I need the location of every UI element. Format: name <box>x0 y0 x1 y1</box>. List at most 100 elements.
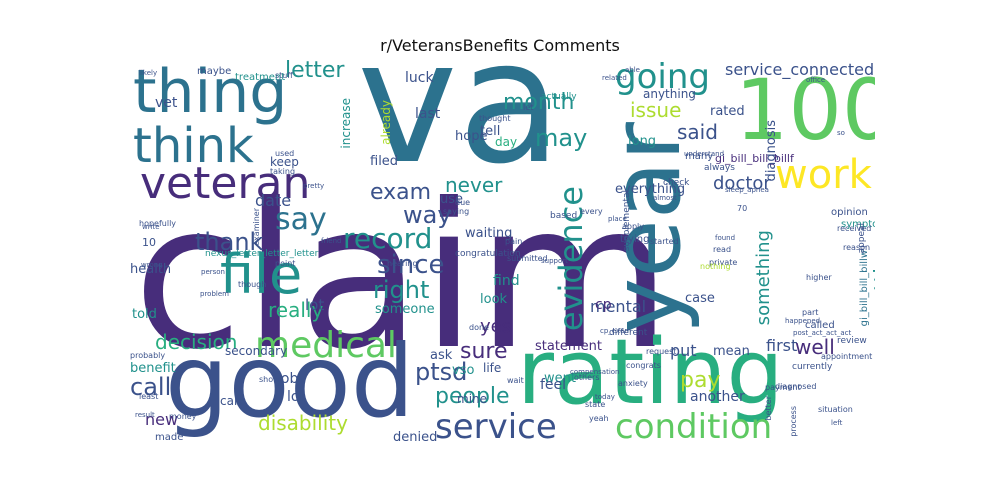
word-another: another <box>690 389 745 405</box>
word-filed: filed <box>370 154 399 169</box>
word-may: may <box>535 124 588 152</box>
word-tell: tell <box>480 124 501 139</box>
word-veteran: veteran <box>140 158 311 209</box>
word-day: day <box>495 135 518 149</box>
word-lol: lol <box>287 389 304 405</box>
word-found: found <box>715 234 736 242</box>
word-medical: medical <box>255 325 397 366</box>
word-health: health <box>130 262 172 277</box>
word-job: job <box>277 371 299 387</box>
word-care: care <box>220 394 247 408</box>
word-service: service <box>435 407 557 447</box>
word-diagnosed: diagnosed <box>775 382 817 391</box>
word-called: called <box>805 320 835 331</box>
word-mean: mean <box>713 344 750 359</box>
word-waiting: waiting <box>465 226 513 241</box>
word-left: left <box>831 419 843 427</box>
word-call: call <box>130 373 172 401</box>
word-compensation: compensation <box>570 368 620 376</box>
word-think: think <box>133 118 254 174</box>
word-condition: condition <box>615 407 773 447</box>
word-mental: mental <box>590 297 647 316</box>
word-last: last <box>415 106 441 122</box>
word-congrats: congrats <box>626 361 661 370</box>
word-thing: thing <box>133 60 288 127</box>
word-went: went <box>544 371 576 386</box>
word-vso: vso <box>452 363 475 378</box>
word-though: though <box>238 280 267 289</box>
word-private: private <box>709 258 738 267</box>
word-examiner: examiner <box>252 208 261 246</box>
word-use: use <box>440 192 464 207</box>
word-ask: ask <box>430 348 453 363</box>
word-office: office <box>806 76 826 84</box>
word-pretty: pretty <box>303 182 325 190</box>
word-understand: understand <box>684 150 725 158</box>
word-work: work <box>775 152 872 198</box>
word-treatment: treatment <box>235 72 286 83</box>
word-first: first <box>766 336 798 355</box>
word-able: able <box>625 66 640 74</box>
word-problem: problem <box>200 290 229 298</box>
word-request: request <box>646 347 677 356</box>
word-person: person <box>201 268 225 276</box>
word-nexus-letter-letter-letter: nexus_letter_letter_letter <box>205 249 319 259</box>
word-sure: sure <box>460 339 508 364</box>
word-due: due <box>455 198 471 207</box>
word-saying: saying <box>443 207 470 216</box>
word-support: support <box>541 257 568 265</box>
word-different: different <box>609 328 648 338</box>
word-reason: reason <box>843 243 871 252</box>
word-pain: pain <box>505 237 523 246</box>
word-file: file <box>220 243 303 306</box>
word-date: date <box>255 191 292 210</box>
word-hearing: hearing <box>387 259 418 268</box>
word-almost: almost <box>653 194 677 202</box>
word-way: way <box>403 201 452 229</box>
word-never: never <box>445 173 503 197</box>
word-diagnosis: diagnosis <box>764 120 779 182</box>
word-others: others <box>574 373 600 382</box>
word-write: write <box>142 223 160 231</box>
word-trying: trying <box>620 234 650 245</box>
word-least: least <box>139 392 159 401</box>
word-denied: denied <box>393 430 438 445</box>
word-100: 100 <box>735 61 875 159</box>
word-luck: luck <box>405 70 434 86</box>
word-say: say <box>275 202 327 237</box>
word-lot: lot <box>305 296 325 314</box>
word-post-act-act-act: post_act_act_act <box>793 329 852 337</box>
word-disability: disability <box>258 411 348 435</box>
word-apply: apply <box>622 222 645 231</box>
word-exam: exam <box>370 180 432 205</box>
word-someone: someone <box>375 302 435 317</box>
word-everything: everything <box>615 182 686 197</box>
word-people: people <box>435 384 510 409</box>
word-result: result <box>135 411 155 419</box>
word-gi-bill-bill-billf: gi_bill_bill_billf <box>715 152 794 165</box>
word-10: 10 <box>142 236 156 249</box>
word-increase: increase <box>339 98 353 149</box>
word-always: always <box>704 163 735 173</box>
word-wrong: wrong <box>141 261 163 269</box>
word-long: long <box>628 134 657 149</box>
word-yes: yes <box>480 316 512 337</box>
word-done: done <box>469 323 489 332</box>
word-life: life <box>483 361 502 375</box>
word-anxiety: anxiety <box>618 379 648 388</box>
word-maybe: maybe <box>197 66 232 77</box>
word-put: put <box>670 341 697 360</box>
word-symptom: symptom <box>841 219 875 230</box>
word-money: money <box>169 412 197 421</box>
word-actually: actually <box>541 92 577 102</box>
word-gi-bill-bill-billw: gi_bill_bill_billw <box>859 250 870 327</box>
word-already: already <box>379 100 393 145</box>
word-statement: statement <box>535 339 602 354</box>
word-well: well <box>795 335 835 359</box>
word-sleep-apnea: sleep_apnea <box>725 186 769 194</box>
word-va: va <box>357 60 562 202</box>
word-point: point <box>275 259 296 268</box>
word-check: check <box>663 178 690 188</box>
chart-title: r/VeteransBenefits Comments <box>380 36 620 55</box>
word-record: record <box>343 222 433 255</box>
